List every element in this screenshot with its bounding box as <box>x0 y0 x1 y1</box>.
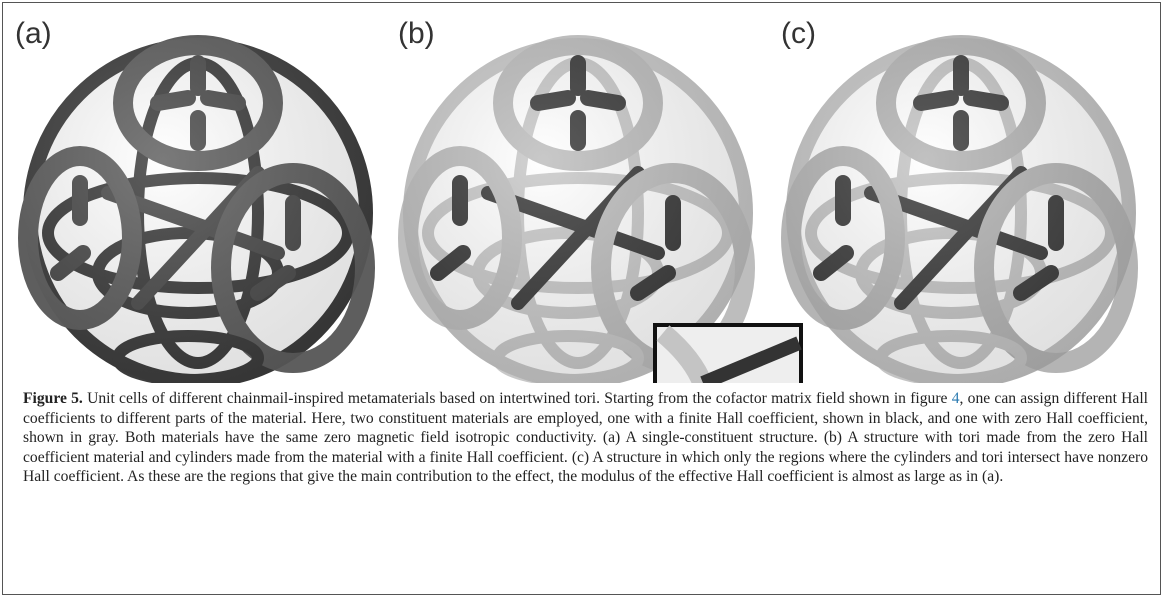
inset <box>655 325 801 383</box>
panel-a-render <box>23 38 373 383</box>
panel-label: (b) <box>398 17 435 50</box>
figure-frame: (a) (b) (c) Figure 5. Unit cells of diff… <box>2 2 1161 595</box>
caption-text: Unit cells of different chainmail-inspir… <box>83 390 952 407</box>
figure-link[interactable]: 4 <box>952 390 960 407</box>
panel-c-render <box>786 38 1136 383</box>
figure-art: (a) (b) (c) <box>3 3 1164 383</box>
caption-label: Figure 5. <box>23 390 83 407</box>
panel-label: (a) <box>15 17 52 50</box>
panel-label: (c) <box>781 17 816 50</box>
caption: Figure 5. Unit cells of different chainm… <box>23 389 1148 487</box>
